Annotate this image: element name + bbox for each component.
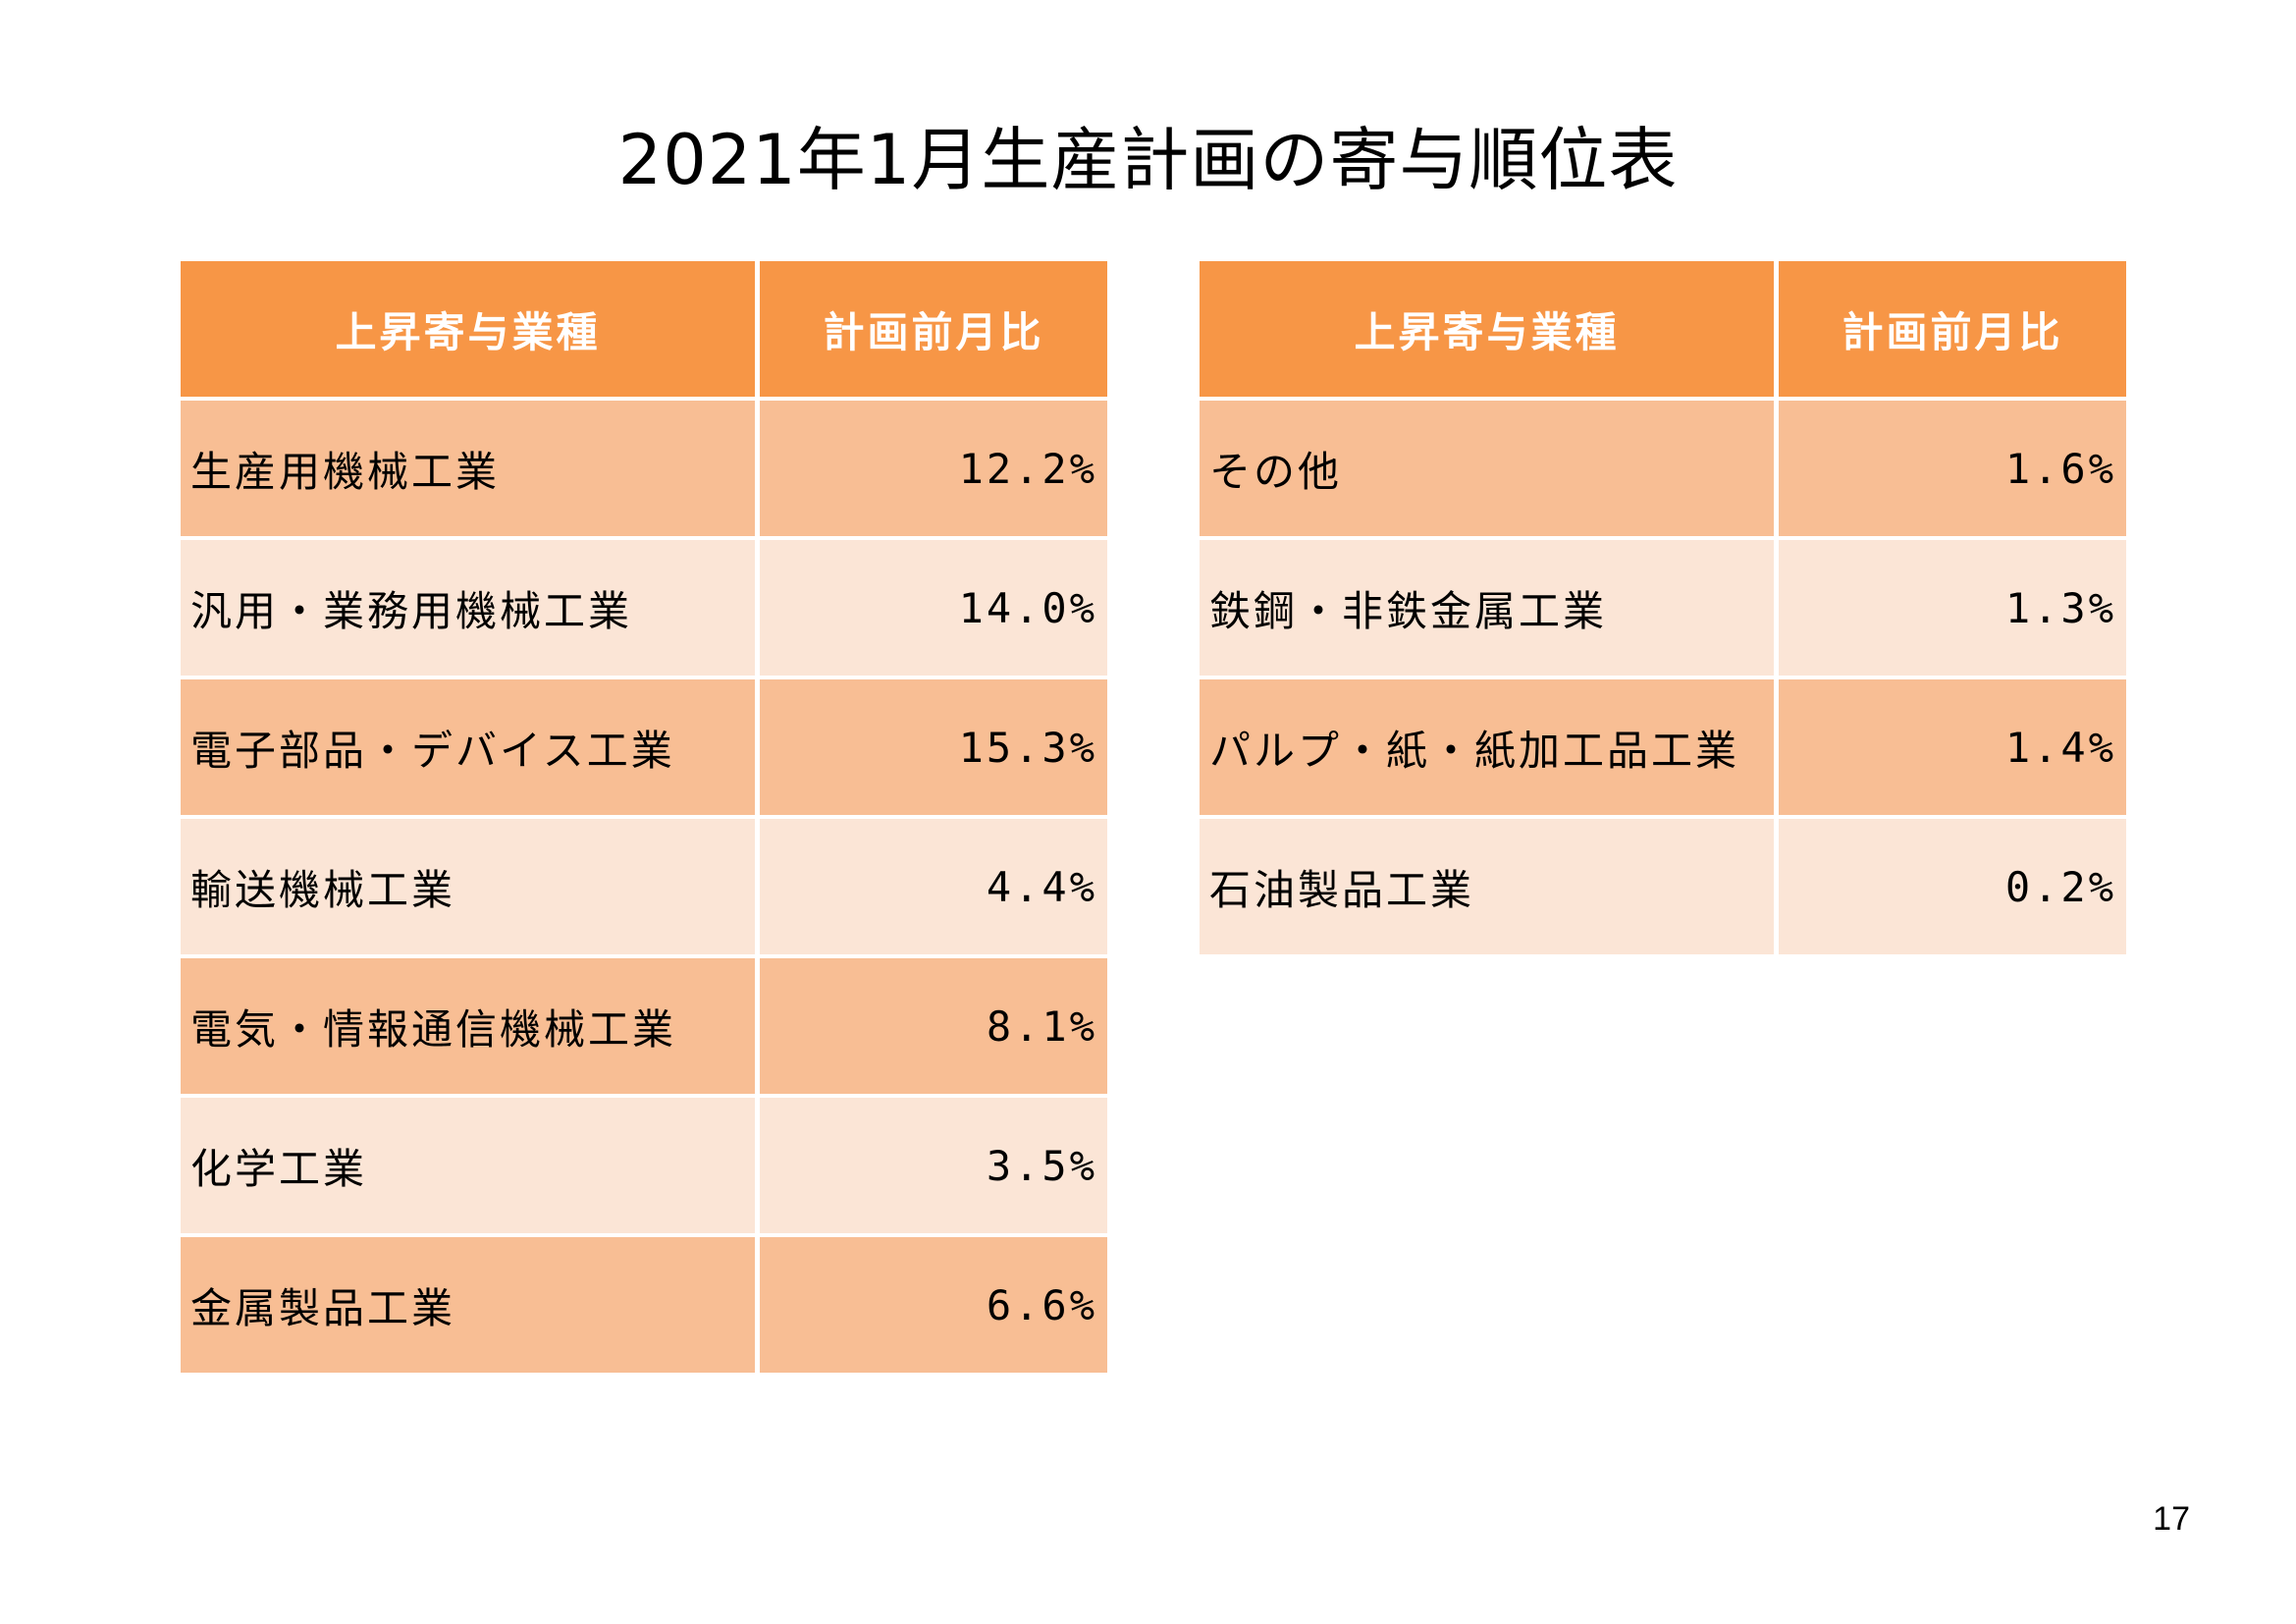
change-cell: 0.2% <box>1779 819 2126 954</box>
table-row: 鉄鋼・非鉄金属工業 1.3% <box>1200 540 2126 676</box>
contribution-table-right: 上昇寄与業種 計画前月比 その他 1.6% 鉄鋼・非鉄金属工業 1.3% パルプ… <box>1200 261 2126 954</box>
change-cell: 6.6% <box>760 1237 1107 1373</box>
industry-cell: その他 <box>1200 401 1774 536</box>
change-cell: 12.2% <box>760 401 1107 536</box>
industry-cell: 汎用・業務用機械工業 <box>181 540 755 676</box>
industry-cell: 輸送機械工業 <box>181 819 755 954</box>
change-cell: 1.6% <box>1779 401 2126 536</box>
table-row: 電気・情報通信機械工業 8.1% <box>181 958 1107 1094</box>
change-cell: 1.3% <box>1779 540 2126 676</box>
industry-cell: 石油製品工業 <box>1200 819 1774 954</box>
page-number: 17 <box>2153 1500 2190 1538</box>
table-row: その他 1.6% <box>1200 401 2126 536</box>
table-row: 汎用・業務用機械工業 14.0% <box>181 540 1107 676</box>
change-cell: 8.1% <box>760 958 1107 1094</box>
table-header-row: 上昇寄与業種 計画前月比 <box>181 261 1107 397</box>
table-header-row: 上昇寄与業種 計画前月比 <box>1200 261 2126 397</box>
table-row: 石油製品工業 0.2% <box>1200 819 2126 954</box>
industry-cell: 金属製品工業 <box>181 1237 755 1373</box>
industry-cell: 生産用機械工業 <box>181 401 755 536</box>
industry-cell: 化学工業 <box>181 1098 755 1233</box>
column-header-change: 計画前月比 <box>760 261 1107 397</box>
table-row: 化学工業 3.5% <box>181 1098 1107 1233</box>
industry-cell: パルプ・紙・紙加工品工業 <box>1200 679 1774 815</box>
column-header-industry: 上昇寄与業種 <box>181 261 755 397</box>
industry-cell: 電気・情報通信機械工業 <box>181 958 755 1094</box>
column-header-industry: 上昇寄与業種 <box>1200 261 1774 397</box>
page-title: 2021年1月生産計画の寄与順位表 <box>617 120 1679 200</box>
change-cell: 3.5% <box>760 1098 1107 1233</box>
industry-cell: 鉄鋼・非鉄金属工業 <box>1200 540 1774 676</box>
table-row: パルプ・紙・紙加工品工業 1.4% <box>1200 679 2126 815</box>
contribution-table-left: 上昇寄与業種 計画前月比 生産用機械工業 12.2% 汎用・業務用機械工業 14… <box>181 261 1107 1373</box>
change-cell: 14.0% <box>760 540 1107 676</box>
table-row: 金属製品工業 6.6% <box>181 1237 1107 1373</box>
industry-cell: 電子部品・デバイス工業 <box>181 679 755 815</box>
column-header-change: 計画前月比 <box>1779 261 2126 397</box>
table-row: 輸送機械工業 4.4% <box>181 819 1107 954</box>
change-cell: 1.4% <box>1779 679 2126 815</box>
change-cell: 4.4% <box>760 819 1107 954</box>
change-cell: 15.3% <box>760 679 1107 815</box>
table-row: 生産用機械工業 12.2% <box>181 401 1107 536</box>
table-row: 電子部品・デバイス工業 15.3% <box>181 679 1107 815</box>
